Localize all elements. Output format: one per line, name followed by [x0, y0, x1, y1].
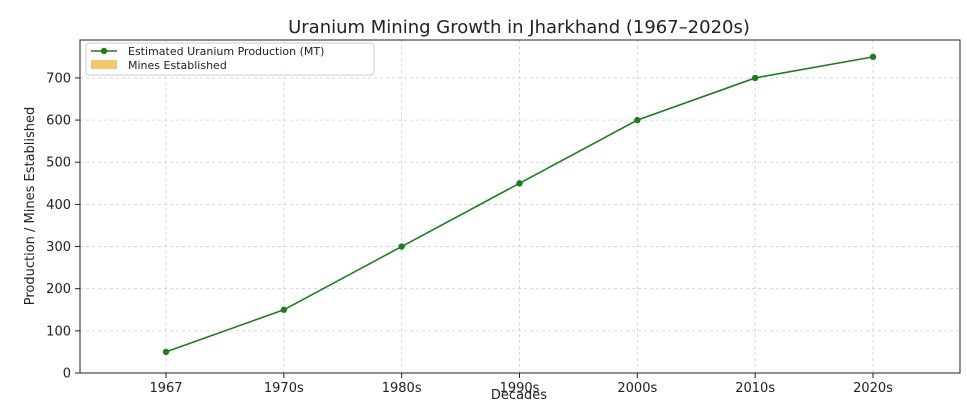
y-tick-label: 300 [46, 240, 71, 255]
x-tick-label: 2010s [735, 381, 775, 396]
y-tick-label: 600 [46, 114, 71, 129]
point-production [751, 74, 759, 82]
chart-title: Uranium Mining Growth in Jharkhand (1967… [288, 17, 750, 38]
legend-swatch-marker [100, 47, 108, 55]
x-tick-label: 2020s [853, 381, 893, 396]
x-tick-label: 2000s [617, 381, 657, 396]
x-tick-label: 1970s [264, 381, 304, 396]
x-tick-label: 1967 [149, 381, 182, 396]
legend-label-mines: Mines Established [128, 59, 227, 72]
legend-box [85, 42, 375, 76]
point-production [398, 243, 405, 250]
y-tick-label: 400 [46, 198, 71, 213]
x-tick-label: 1980s [382, 381, 422, 396]
y-tick-label: 100 [46, 324, 71, 339]
legend: Estimated Uranium Production (MT) Mines … [85, 42, 375, 76]
legend-label-production: Estimated Uranium Production (MT) [128, 45, 324, 58]
point-production [516, 180, 523, 187]
line-estimated-uranium-production [162, 53, 877, 356]
y-tick-label: 700 [46, 71, 71, 86]
point-production [162, 348, 170, 356]
y-axis-title: Production / Mines Established [23, 107, 38, 306]
y-tick-label: 0 [63, 367, 71, 382]
point-production [869, 53, 877, 61]
point-production [280, 306, 288, 313]
y-tick-label: 200 [46, 282, 71, 297]
x-tick-label: 1990s [500, 381, 540, 396]
plot-area [79, 39, 961, 374]
x-axis-title: Decades [491, 388, 547, 403]
y-axis-ticks: 0 100 200 300 400 500 600 700 [46, 71, 80, 382]
y-tick-label: 500 [46, 156, 71, 171]
grid [80, 40, 960, 374]
legend-swatch-bar [91, 60, 117, 69]
x-axis-ticks: 1967 1970s 1980s 1990s 2000s 2010s 2020s [149, 373, 893, 396]
point-production [634, 116, 641, 124]
